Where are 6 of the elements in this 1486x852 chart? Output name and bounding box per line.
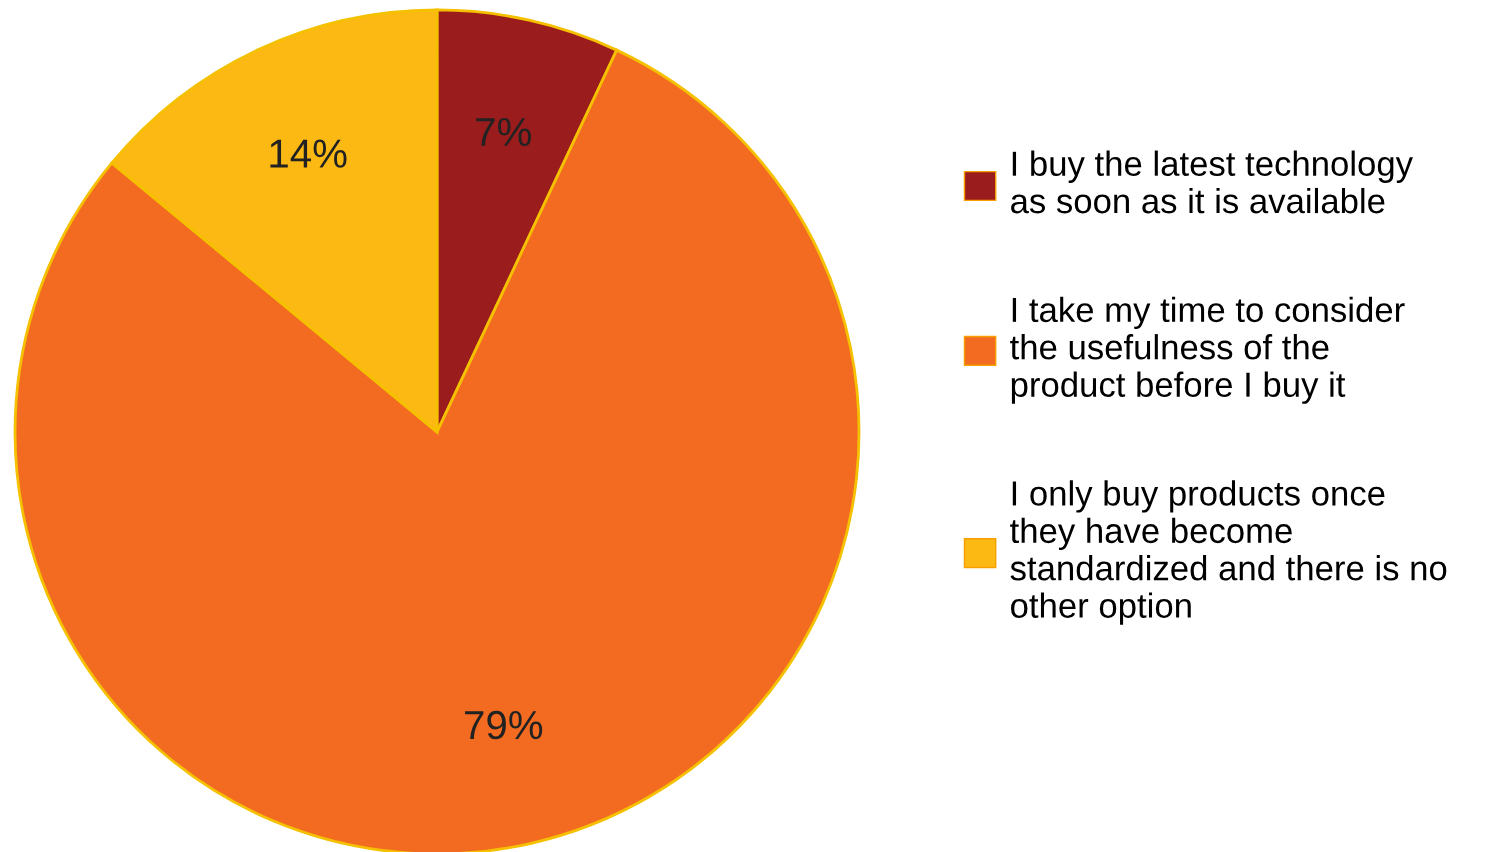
legend-label: I buy the latest technology as soon as it is available bbox=[1011, 150, 1413, 214]
data-label: 14% bbox=[270, 139, 347, 168]
legend-label: I take my time to consider the usefulness of the product before I buy it bbox=[1010, 296, 1405, 404]
data-label: 7% bbox=[476, 117, 531, 147]
legend-label: I only buy products once they have become standardized and there is no other option bbox=[1010, 480, 1447, 625]
data-label: 79% bbox=[465, 710, 543, 740]
